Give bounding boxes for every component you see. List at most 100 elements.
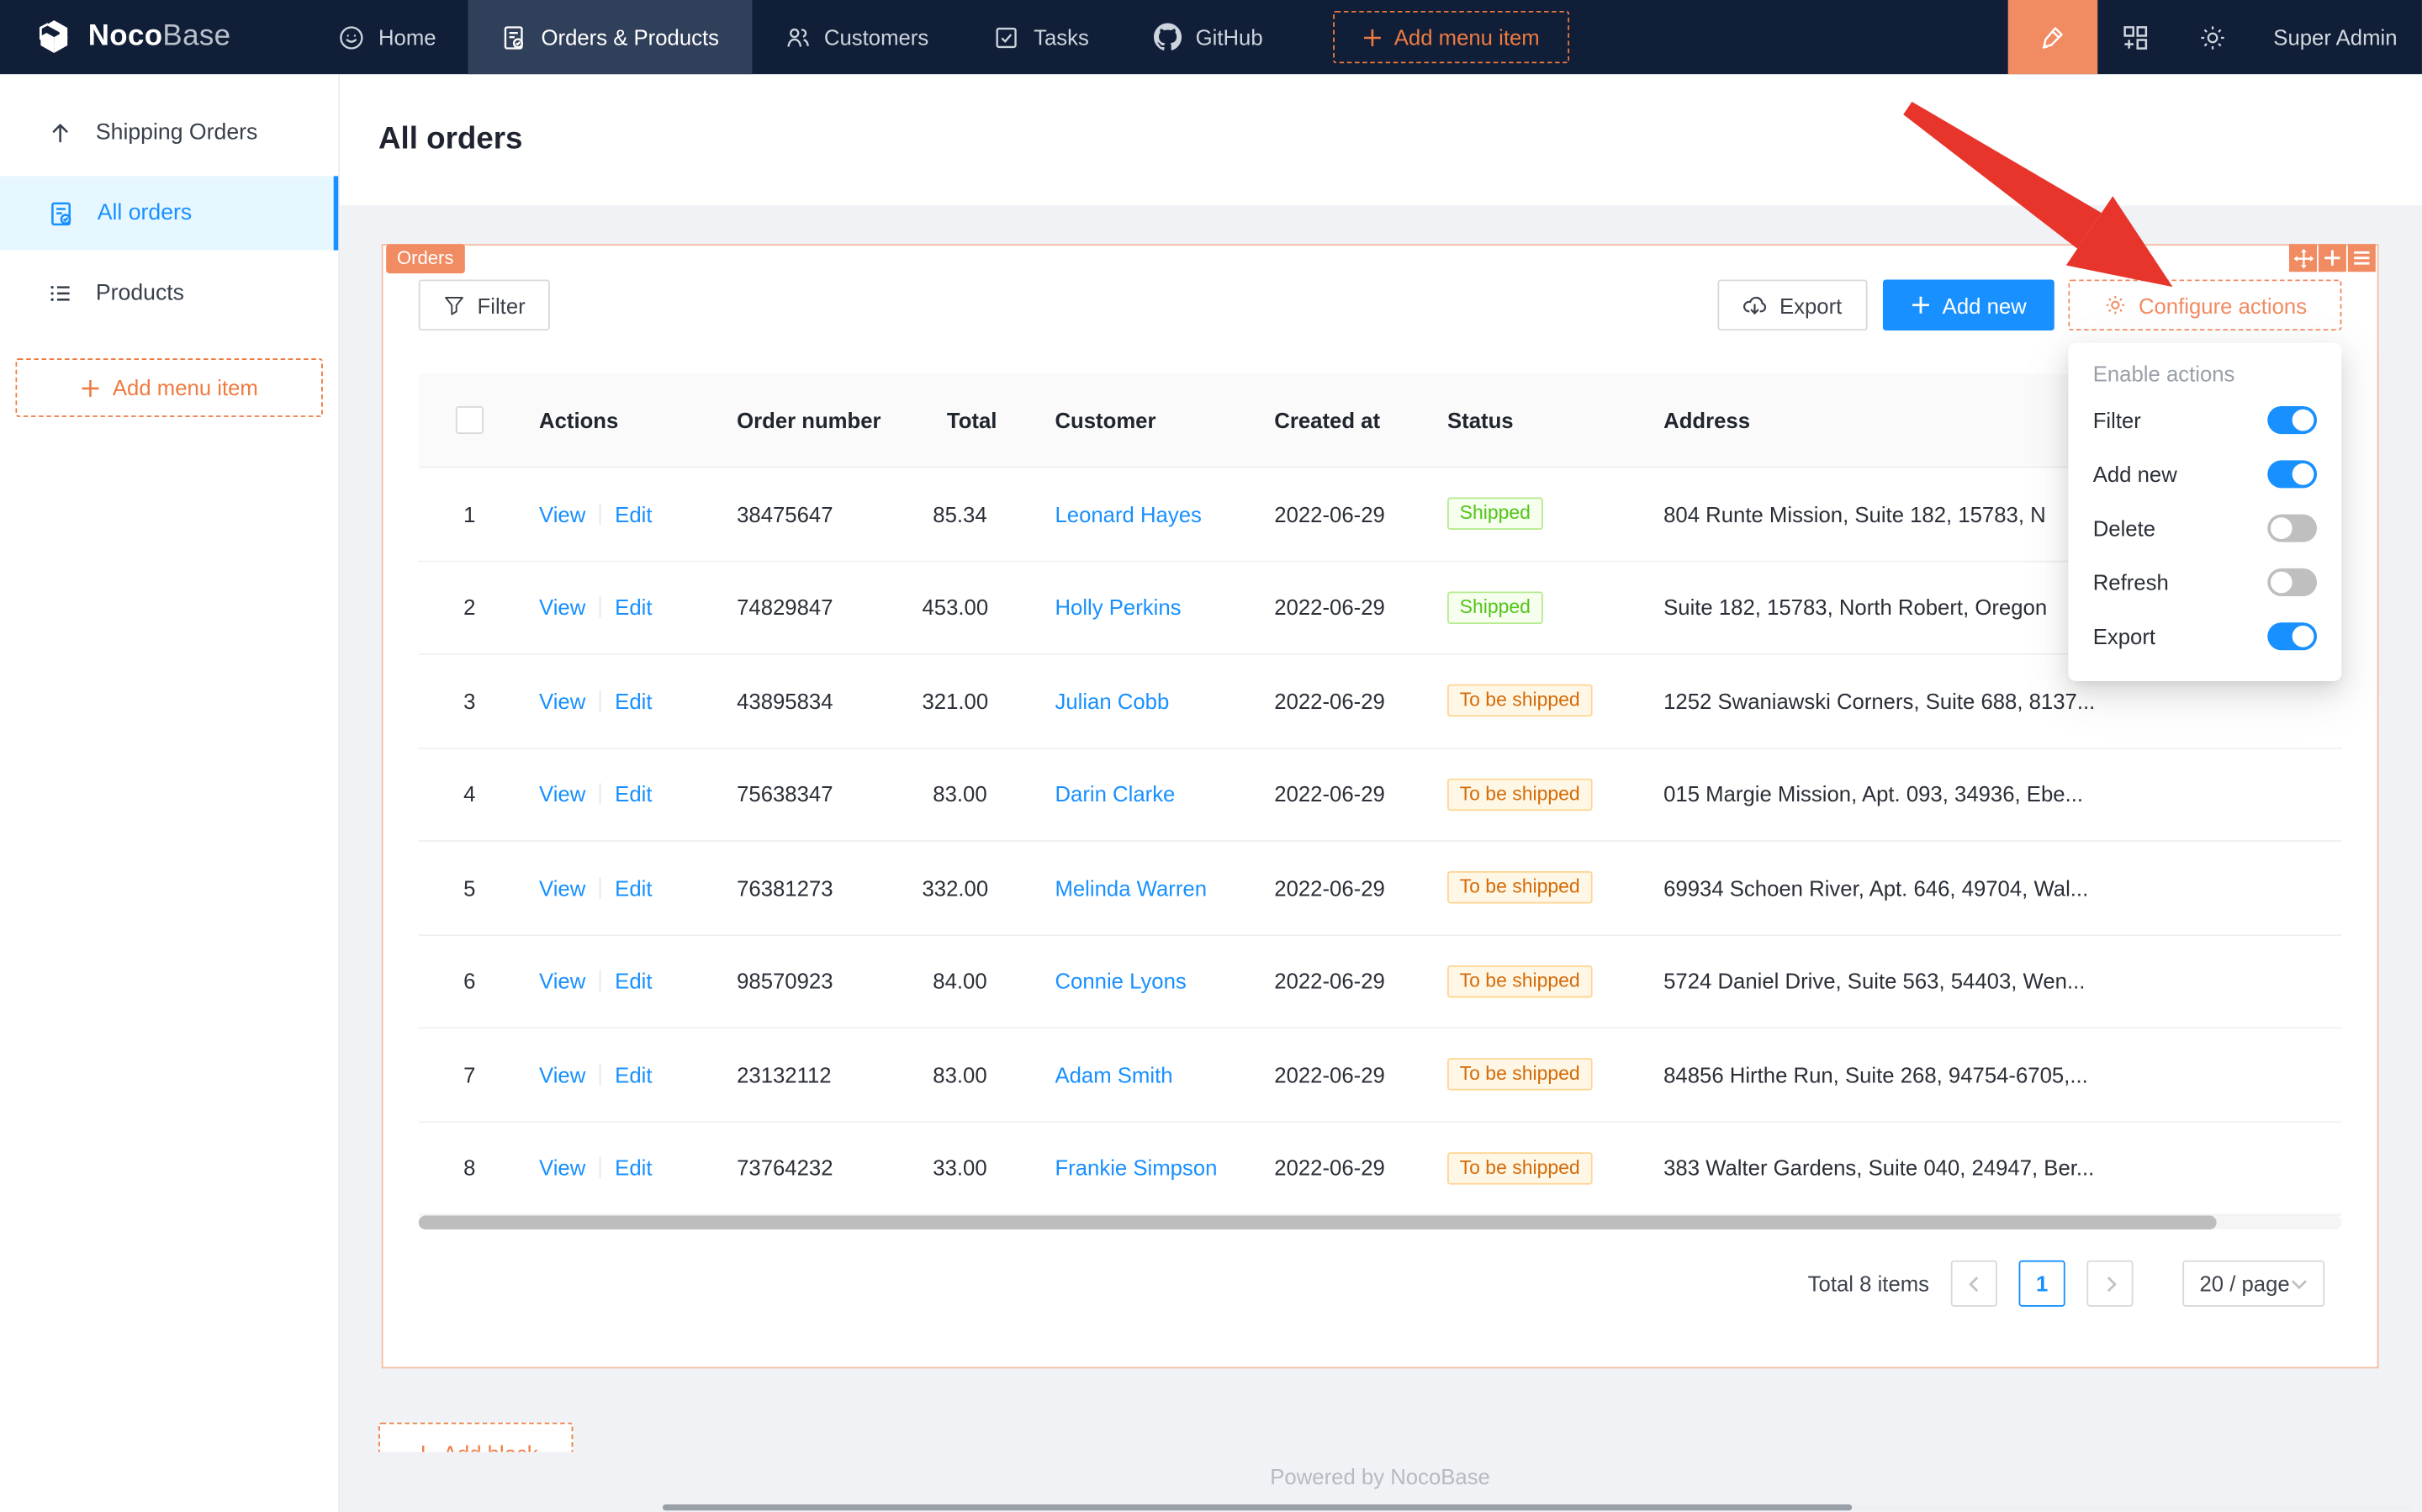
select-all-checkbox[interactable] xyxy=(455,406,484,435)
export-button[interactable]: Export xyxy=(1717,279,1867,331)
created-at-cell: 2022-06-29 xyxy=(1274,501,1385,526)
pagination-page-1[interactable]: 1 xyxy=(2018,1260,2065,1307)
user-menu[interactable]: Super Admin xyxy=(2252,0,2422,74)
add-block-icon-button[interactable] xyxy=(2318,244,2346,272)
customer-link[interactable]: Holly Perkins xyxy=(1055,595,1182,620)
dropdown-item-add-new[interactable]: Add new xyxy=(2093,447,2318,500)
filter-button[interactable]: Filter xyxy=(418,279,551,331)
export-toggle[interactable] xyxy=(2267,621,2318,650)
dropdown-item-filter[interactable]: Filter xyxy=(2092,393,2318,447)
total-cell: 332.00 xyxy=(922,875,989,901)
edit-link[interactable]: Edit xyxy=(615,688,653,714)
page-size-select[interactable]: 20 / page xyxy=(2182,1260,2325,1307)
scrollbar-thumb[interactable] xyxy=(418,1215,2217,1230)
customer-link[interactable]: Adam Smith xyxy=(1055,1062,1173,1087)
brand-name: NocoBase xyxy=(87,19,231,53)
sidebar-item-products[interactable]: Products xyxy=(0,256,338,330)
add-new-toggle[interactable] xyxy=(2267,459,2318,488)
view-link[interactable]: View xyxy=(539,875,586,901)
nav-item-label: Home xyxy=(378,24,436,50)
dropdown-item-label: Filter xyxy=(2092,406,2141,432)
sidebar-add-menu-item-button[interactable]: Add menu item xyxy=(15,358,323,417)
nav-item-orders-products[interactable]: Orders & Products xyxy=(468,0,752,75)
add-block-button-clipped: Add block xyxy=(378,1422,574,1452)
nav-item-customers[interactable]: Customers xyxy=(752,0,961,74)
address-cell: Suite 182, 15783, North Robert, Oregon xyxy=(1663,595,2048,620)
customer-link[interactable]: Connie Lyons xyxy=(1055,969,1187,994)
address-cell: 69934 Schoen River, Apt. 646, 49704, Wal… xyxy=(1663,875,2089,901)
plus-icon xyxy=(1910,295,1930,315)
configure-actions-button[interactable]: Configure actions xyxy=(2068,279,2342,331)
created-at-cell: 2022-06-29 xyxy=(1274,595,1385,620)
sidebar-item-label: All orders xyxy=(97,200,193,226)
add-new-button[interactable]: Add new xyxy=(1882,279,2054,331)
address-cell: 5724 Daniel Drive, Suite 563, 54403, Wen… xyxy=(1663,969,2086,994)
order-number-cell: 74829847 xyxy=(737,595,833,620)
dropdown-item-export[interactable]: Export xyxy=(2093,609,2318,663)
dropdown-item-delete[interactable]: Delete xyxy=(2093,500,2318,554)
edit-link[interactable]: Edit xyxy=(615,1062,653,1087)
page-horizontal-scrollbar[interactable] xyxy=(662,1504,2413,1511)
view-link[interactable]: View xyxy=(539,1155,586,1181)
settings-button[interactable] xyxy=(2175,0,2252,74)
brand-logo[interactable]: NocoBase xyxy=(0,0,306,74)
user-name: Super Admin xyxy=(2273,24,2398,50)
view-link[interactable]: View xyxy=(539,1062,586,1087)
row-index: 2 xyxy=(463,595,476,620)
block-menu-button[interactable] xyxy=(2347,244,2376,272)
filter-toggle[interactable] xyxy=(2267,405,2318,434)
column-header-status: Status xyxy=(1435,408,1638,432)
view-link[interactable]: View xyxy=(539,781,586,807)
customer-link[interactable]: Leonard Hayes xyxy=(1055,501,1202,526)
delete-toggle[interactable] xyxy=(2267,513,2318,542)
created-at-cell: 2022-06-29 xyxy=(1274,1155,1385,1181)
nav-item-github[interactable]: GitHub xyxy=(1121,0,1295,74)
nav-item-tasks[interactable]: Tasks xyxy=(961,0,1122,74)
nav-add-menu-item-button[interactable]: Add menu item xyxy=(1332,10,1569,64)
customer-link[interactable]: Melinda Warren xyxy=(1055,875,1208,901)
edit-link[interactable]: Edit xyxy=(615,1155,653,1181)
view-link[interactable]: View xyxy=(539,501,586,526)
status-badge: To be shipped xyxy=(1446,871,1593,904)
customer-link[interactable]: Darin Clarke xyxy=(1055,781,1176,807)
pagination-prev-button[interactable] xyxy=(1950,1260,1997,1307)
highlighter-icon xyxy=(2038,23,2067,52)
nav-item-label: Orders & Products xyxy=(541,24,720,50)
table-row: 5 View Edit 76381273 332.00 Melinda Warre… xyxy=(418,842,2342,936)
sidebar-item-all-orders[interactable]: All orders xyxy=(0,176,339,251)
order-number-cell: 98570923 xyxy=(737,969,833,994)
drag-handle[interactable] xyxy=(2288,244,2318,272)
edit-link[interactable]: Edit xyxy=(615,595,653,620)
status-badge: To be shipped xyxy=(1446,965,1593,998)
column-header-actions: Actions xyxy=(521,408,712,432)
row-index: 5 xyxy=(463,875,476,901)
ui-editor-button[interactable] xyxy=(2007,0,2097,75)
divider xyxy=(599,1064,601,1086)
nav-item-label: Customers xyxy=(823,24,929,50)
edit-link[interactable]: Edit xyxy=(615,969,653,994)
view-link[interactable]: View xyxy=(539,595,586,620)
nav-item-label: GitHub xyxy=(1195,24,1263,50)
view-link[interactable]: View xyxy=(539,969,586,994)
nav-item-home[interactable]: Home xyxy=(306,0,469,74)
edit-link[interactable]: Edit xyxy=(615,781,653,807)
total-cell: 85.34 xyxy=(933,501,987,526)
plugins-button[interactable] xyxy=(2097,0,2175,74)
edit-link[interactable]: Edit xyxy=(615,501,653,526)
column-header-address: Address xyxy=(1639,408,2342,432)
edit-link[interactable]: Edit xyxy=(615,875,653,901)
view-link[interactable]: View xyxy=(539,688,586,714)
address-cell: 84856 Hirthe Run, Suite 268, 94754-6705,… xyxy=(1663,1062,2088,1087)
created-at-cell: 2022-06-29 xyxy=(1274,969,1385,994)
block-collection-tag: Orders xyxy=(386,244,465,274)
customer-link[interactable]: Frankie Simpson xyxy=(1055,1155,1218,1181)
customer-link[interactable]: Julian Cobb xyxy=(1055,688,1170,714)
add-new-label: Add new xyxy=(1942,293,2027,318)
chevron-down-icon xyxy=(2291,1275,2308,1292)
pagination-next-button[interactable] xyxy=(2086,1260,2134,1307)
table-body: 1 View Edit 38475647 85.34 Leonard Hayes … xyxy=(418,468,2342,1216)
refresh-toggle[interactable] xyxy=(2267,567,2318,596)
dropdown-item-refresh[interactable]: Refresh xyxy=(2093,554,2318,608)
add-block-button[interactable]: Add block xyxy=(378,1422,574,1452)
sidebar-item-shipping-orders[interactable]: Shipping Orders xyxy=(0,96,338,170)
